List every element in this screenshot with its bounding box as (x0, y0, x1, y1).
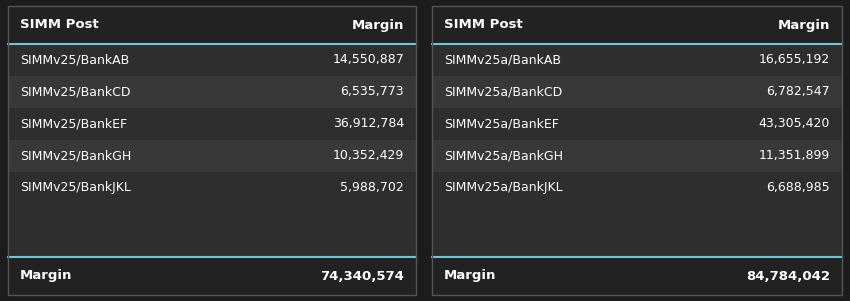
Bar (432, 108, 842, 140)
Text: SIMMv25/BankCD: SIMMv25/BankCD (20, 85, 131, 98)
Bar (8, 140, 416, 172)
Text: 6,782,547: 6,782,547 (767, 85, 830, 98)
Bar (432, 257, 842, 295)
Text: SIMMv25a/BankAB: SIMMv25a/BankAB (444, 54, 561, 67)
Text: SIMMv25a/BankJKL: SIMMv25a/BankJKL (444, 182, 563, 194)
Text: 16,655,192: 16,655,192 (759, 54, 830, 67)
Text: SIMM Post: SIMM Post (20, 18, 99, 32)
Text: Margin: Margin (352, 18, 404, 32)
Text: 6,535,773: 6,535,773 (340, 85, 404, 98)
Bar (8, 76, 416, 108)
Bar (432, 172, 842, 204)
Text: 6,688,985: 6,688,985 (767, 182, 830, 194)
Text: 74,340,574: 74,340,574 (320, 269, 404, 283)
Bar (432, 204, 842, 257)
Bar (8, 204, 416, 257)
Text: SIMMv25/BankJKL: SIMMv25/BankJKL (20, 182, 131, 194)
Text: 10,352,429: 10,352,429 (332, 150, 404, 163)
Text: Margin: Margin (778, 18, 830, 32)
Text: SIMMv25a/BankCD: SIMMv25a/BankCD (444, 85, 562, 98)
Text: Margin: Margin (20, 269, 72, 283)
Text: SIMMv25/BankEF: SIMMv25/BankEF (20, 117, 128, 131)
Text: Margin: Margin (444, 269, 496, 283)
Text: SIMMv25a/BankGH: SIMMv25a/BankGH (444, 150, 563, 163)
Bar (432, 6, 842, 44)
Bar (432, 44, 842, 76)
Bar (8, 108, 416, 140)
Text: SIMMv25/BankGH: SIMMv25/BankGH (20, 150, 131, 163)
Text: 11,351,899: 11,351,899 (759, 150, 830, 163)
Text: 5,988,702: 5,988,702 (340, 182, 404, 194)
Bar (432, 6, 842, 295)
Bar (432, 76, 842, 108)
Bar (8, 44, 416, 76)
Text: SIMM Post: SIMM Post (444, 18, 523, 32)
Bar (432, 140, 842, 172)
Bar (8, 172, 416, 204)
Bar (8, 6, 416, 295)
Text: 84,784,042: 84,784,042 (746, 269, 830, 283)
Text: 43,305,420: 43,305,420 (758, 117, 830, 131)
Bar (8, 6, 416, 44)
Bar (8, 257, 416, 295)
Text: 36,912,784: 36,912,784 (332, 117, 404, 131)
Text: SIMMv25/BankAB: SIMMv25/BankAB (20, 54, 129, 67)
Text: SIMMv25a/BankEF: SIMMv25a/BankEF (444, 117, 559, 131)
Text: 14,550,887: 14,550,887 (332, 54, 404, 67)
